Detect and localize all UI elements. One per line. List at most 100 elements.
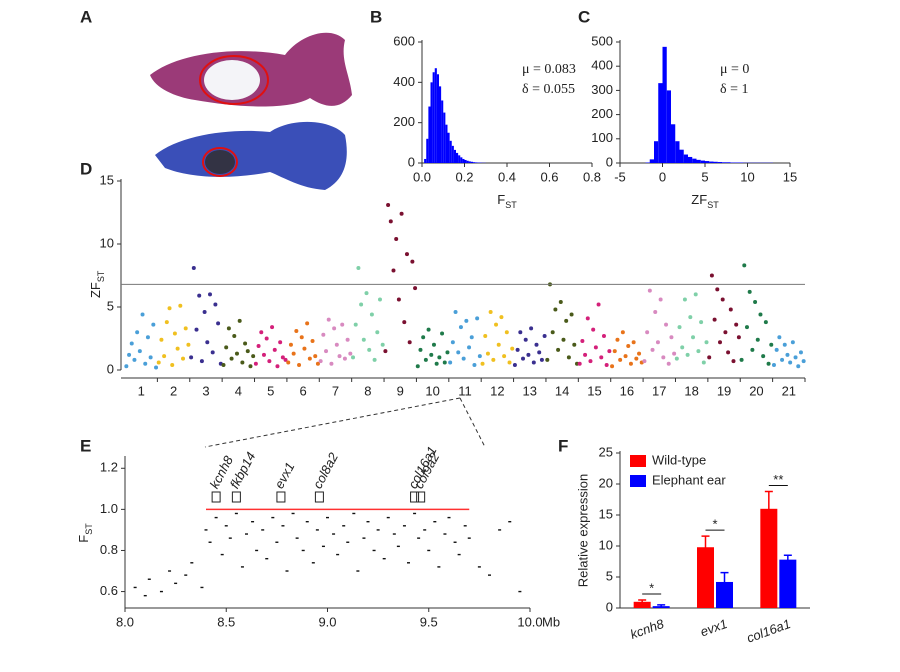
snp-point	[295, 537, 299, 539]
snp-point	[359, 302, 364, 307]
snp-point	[147, 578, 151, 580]
snp-point	[518, 590, 522, 593]
snp-point	[137, 349, 142, 354]
snp-point	[704, 340, 709, 345]
snp-point	[234, 512, 238, 515]
y-tick-label: 15	[100, 172, 114, 187]
snp-point	[226, 326, 231, 331]
snp-point	[421, 335, 426, 340]
snp-point	[672, 351, 677, 356]
y-tick-label: 500	[591, 33, 613, 48]
snp-point	[366, 520, 370, 523]
snp-point	[340, 322, 345, 327]
snp-point	[291, 351, 296, 356]
snp-point	[299, 335, 304, 340]
snp-point	[753, 299, 758, 304]
snp-point	[251, 354, 256, 359]
y-tick-label: 20	[599, 475, 613, 490]
snp-point	[515, 347, 520, 352]
snp-point	[243, 341, 248, 346]
snp-point	[801, 359, 806, 364]
histogram-bar	[426, 138, 429, 163]
snp-point	[731, 359, 736, 364]
snp-point	[159, 337, 164, 342]
snp-point	[739, 357, 744, 362]
histogram-bar	[447, 132, 450, 163]
x-tick-label: 8.0	[116, 614, 134, 629]
snp-point	[407, 340, 412, 345]
snp-point	[396, 545, 400, 548]
snp-point	[483, 333, 488, 338]
y-tick-label: 300	[591, 82, 613, 97]
histogram-bar	[432, 72, 435, 163]
snp-point	[583, 352, 588, 357]
fish-body	[155, 121, 347, 190]
y-tick-label: 0	[606, 154, 613, 169]
x-tick-label: 6	[299, 383, 306, 398]
legend-label: Wild-type	[652, 452, 706, 467]
histogram-bar	[428, 106, 431, 163]
snp-point	[210, 350, 215, 355]
snp-point	[558, 299, 563, 304]
snp-point	[382, 557, 386, 560]
gene-box	[231, 491, 241, 503]
x-tick-label: 2	[170, 383, 177, 398]
x-tick-label: 9.0	[318, 614, 336, 629]
snp-point	[790, 340, 795, 345]
snp-point	[734, 322, 739, 327]
histogram-bar	[451, 145, 454, 163]
snp-point	[774, 347, 779, 352]
snp-point	[143, 361, 148, 366]
histogram-bar	[692, 158, 697, 163]
bar	[760, 508, 778, 608]
x-tick-label: 19	[717, 383, 731, 398]
snp-point	[423, 357, 428, 362]
snp-point	[591, 327, 596, 332]
snp-point	[321, 332, 326, 337]
snp-point	[388, 219, 393, 224]
histogram-bar	[460, 157, 463, 163]
snp-point	[367, 347, 372, 352]
snp-point	[167, 306, 172, 311]
snp-point	[261, 529, 265, 531]
x-tick-label: 1	[138, 383, 145, 398]
snp-point	[237, 318, 242, 323]
snp-point	[512, 362, 517, 367]
snp-point	[669, 335, 674, 340]
snp-point	[313, 354, 318, 359]
snp-point	[332, 326, 337, 331]
snp-point	[653, 310, 658, 315]
histogram-bar	[713, 161, 718, 163]
snp-point	[693, 292, 698, 297]
snp-point	[534, 342, 539, 347]
y-tick-label: 10	[599, 537, 613, 552]
x-tick-label: 17	[652, 383, 666, 398]
error-bar	[657, 604, 666, 608]
histogram-bar	[443, 112, 446, 163]
snp-point	[427, 549, 431, 552]
snp-point	[445, 350, 450, 355]
snp-point	[674, 356, 679, 361]
snp-point	[191, 265, 196, 270]
snp-point	[499, 315, 504, 320]
snp-point	[386, 202, 391, 207]
x-tick-label: 9	[397, 383, 404, 398]
snp-point	[361, 337, 366, 342]
y-tick-label: 25	[599, 444, 613, 459]
snp-point	[682, 297, 687, 302]
snp-point	[415, 364, 420, 369]
snp-point	[315, 529, 319, 531]
snp-point	[666, 361, 671, 366]
snp-point	[399, 211, 404, 216]
y-tick-label: 400	[393, 74, 415, 89]
snp-point	[413, 286, 418, 291]
snp-point	[642, 359, 647, 364]
snp-point	[661, 355, 666, 360]
snp-point	[376, 529, 380, 531]
snp-point	[124, 364, 129, 369]
y-tick-label: 400	[591, 58, 613, 73]
snp-point	[747, 289, 752, 294]
error-bar	[720, 571, 729, 592]
histogram-bar	[470, 161, 473, 163]
snp-point	[758, 312, 763, 317]
